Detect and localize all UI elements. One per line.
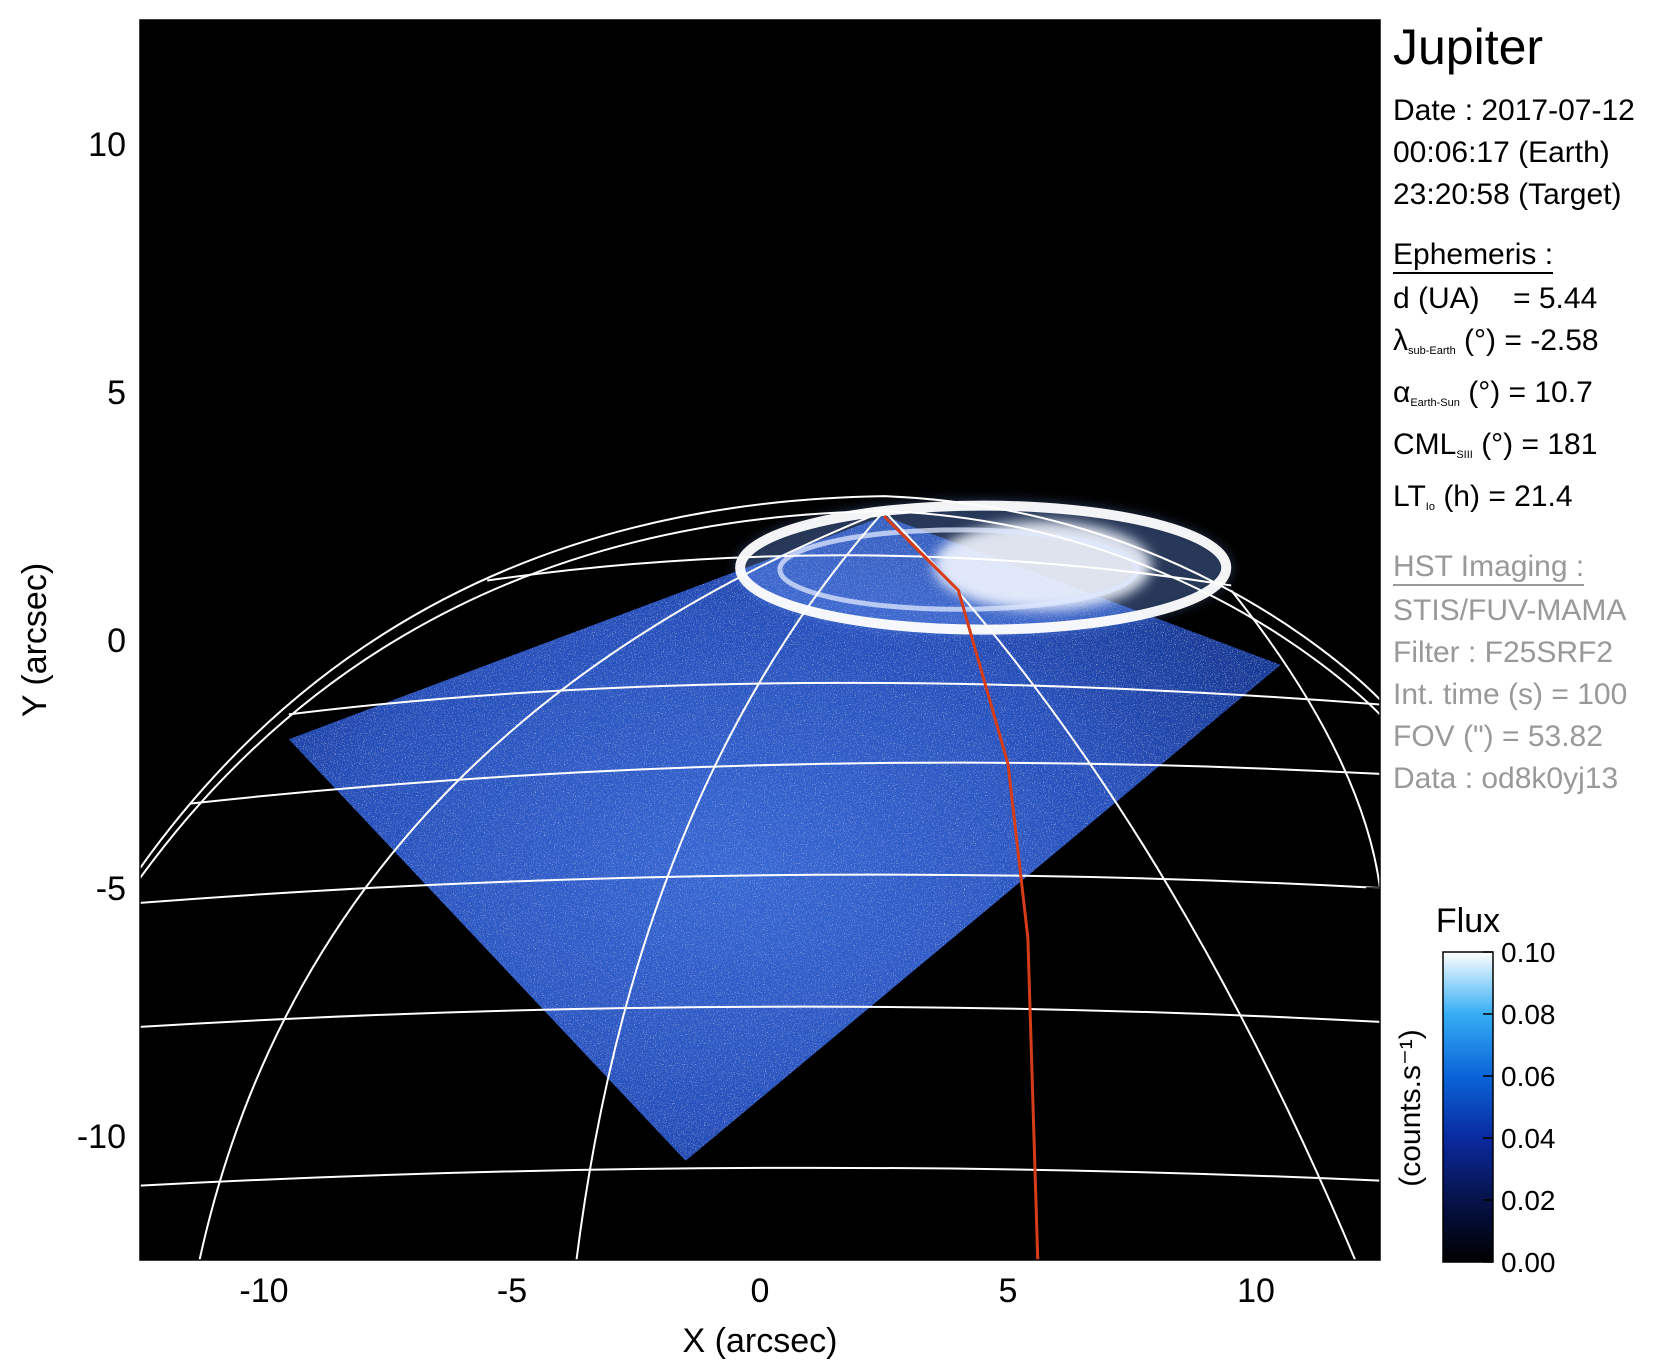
y-tick-label: 5 xyxy=(107,374,126,412)
colorbar-tick-label: 0.04 xyxy=(1501,1123,1556,1154)
hst-imaging-header: HST Imaging : xyxy=(1393,550,1585,586)
earth-time-line: 00:06:17 (Earth) xyxy=(1393,136,1610,169)
x-tick-label: 10 xyxy=(1237,1272,1275,1310)
x-tick-label: -5 xyxy=(497,1272,527,1310)
cml-meridian xyxy=(882,514,1040,1260)
x-tick-label: 5 xyxy=(999,1272,1018,1310)
date-line: Date : 2017-07-12 xyxy=(1393,94,1635,127)
colorbar-tick-label: 0.10 xyxy=(1501,937,1556,968)
longitude-line-0 xyxy=(198,510,885,1260)
longitude-line-1 xyxy=(575,510,885,1260)
info-panel: Jupiter Date : 2017-07-12 00:06:17 (Eart… xyxy=(1393,18,1673,800)
ephemeris-alpha: αEarth-Sun (°) = 10.7 xyxy=(1393,376,1593,409)
hst-data-id: Data : od8k0yj13 xyxy=(1393,762,1619,795)
planet-grid xyxy=(140,495,1380,1260)
y-axis-label: Y (arcsec) xyxy=(16,563,54,717)
latitude-line-5 xyxy=(487,554,1232,587)
emission-footprint xyxy=(288,516,1281,1161)
y-axis-ticks: -10 -5 0 5 10 xyxy=(77,126,1380,1156)
planet-title: Jupiter xyxy=(1393,19,1544,75)
hst-fov: FOV (") = 53.82 xyxy=(1393,720,1603,753)
latitude-line-4 xyxy=(288,681,1380,716)
ephemeris-block: Ephemeris : d (UA) = 5.44 λsub-Earth (°)… xyxy=(1393,234,1673,528)
y-tick-label: 10 xyxy=(88,126,126,164)
ephemeris-cml: CMLSIII (°) = 181 xyxy=(1393,428,1598,461)
colorbar xyxy=(1442,951,1494,1263)
x-axis-label: X (arcsec) xyxy=(683,1322,838,1360)
target-time-line: 23:20:58 (Target) xyxy=(1393,178,1622,211)
colorbar-ticks: 0.00 0.02 0.04 0.06 0.08 0.10 xyxy=(1483,937,1556,1278)
limb-arc xyxy=(140,510,1380,879)
x-tick-label: -10 xyxy=(239,1272,288,1310)
y-tick-label: -5 xyxy=(96,870,126,908)
y-tick-label: -10 xyxy=(77,1118,126,1156)
ephemeris-lt: LTIo (h) = 21.4 xyxy=(1393,480,1573,513)
hst-imaging-block: HST Imaging : STIS/FUV-MAMA Filter : F25… xyxy=(1393,546,1673,800)
ephemeris-lambda: λsub-Earth (°) = -2.58 xyxy=(1393,324,1599,357)
latitude-line-0 xyxy=(140,1166,1380,1187)
aurora-inner-ring xyxy=(777,527,1140,612)
colorbar-tick-label: 0.08 xyxy=(1501,999,1556,1030)
colorbar-title: Flux xyxy=(1436,902,1500,940)
colorbar-tick-label: 0.06 xyxy=(1501,1061,1556,1092)
x-axis-ticks: -10 -5 0 5 10 xyxy=(239,20,1275,1310)
hst-int-time: Int. time (s) = 100 xyxy=(1393,678,1628,711)
latitude-line-2 xyxy=(140,873,1380,904)
ephemeris-header: Ephemeris : xyxy=(1393,238,1554,274)
hst-instrument: STIS/FUV-MAMA xyxy=(1393,594,1627,627)
colorbar-tick-label: 0.02 xyxy=(1501,1185,1556,1216)
colorbar-tick-label: 0.00 xyxy=(1501,1247,1556,1278)
limb-arc-outer xyxy=(140,495,1380,869)
x-tick-label: 0 xyxy=(751,1272,770,1310)
latitude-line-3 xyxy=(189,761,1380,805)
colorbar-label: (counts.s⁻¹) xyxy=(1394,1029,1427,1187)
y-tick-label: 0 xyxy=(107,622,126,660)
limb-arc-right xyxy=(1230,589,1380,889)
ephemeris-distance: d (UA) = 5.44 xyxy=(1393,282,1598,315)
hst-filter: Filter : F25SRF2 xyxy=(1393,636,1614,669)
latitude-line-1 xyxy=(140,1005,1380,1028)
